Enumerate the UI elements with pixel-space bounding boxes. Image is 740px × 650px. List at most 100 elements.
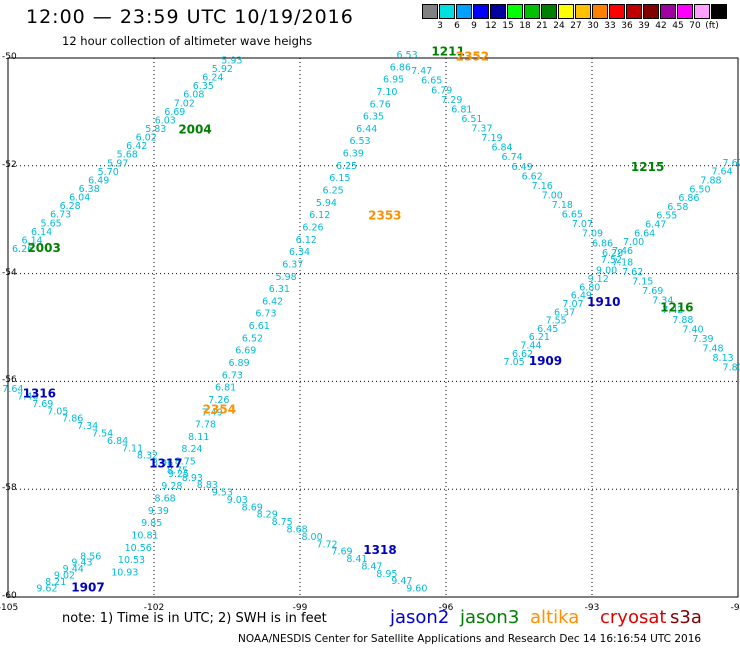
lat-tick-label: -52 [2,159,17,170]
pass-time-label: 2353 [368,209,401,223]
legend-swatch [524,4,540,19]
wave-height-value: 6.28 [602,248,623,259]
wave-height-value: 7.19 [481,133,502,144]
wave-height-value: 8.96 [152,458,173,469]
pass-time-label: 1318 [363,543,396,557]
wave-height-value: 7.88 [700,175,721,186]
lon-tick-label: -90 [730,603,740,613]
legend-label: 36 [621,21,633,31]
wave-height-value: 6.53 [396,50,417,61]
wave-height-value: 7.47 [411,66,432,77]
wave-height-value: 5.94 [316,198,337,209]
wave-height-value: 6.80 [579,282,600,293]
satellite-name-s3a: s3a [670,607,702,628]
wave-height-value: 7.78 [195,420,216,431]
wave-height-value: 7.64 [711,167,732,178]
wave-height-value: 7.00 [542,190,563,201]
wave-height-value: 7.86 [62,414,83,425]
wave-height-value: 7.44 [520,341,541,352]
wave-height-value: 8.93 [182,473,203,484]
legend-swatch [677,4,693,19]
legend-swatch [507,4,523,19]
wave-height-value: 7.69 [642,286,663,297]
wave-height-value: 9.47 [391,576,412,587]
wave-height-value: 6.73 [255,309,276,320]
wave-height-value: 9.03 [227,495,248,506]
wave-height-value: 6.64 [634,228,655,239]
track-jason2-descending: 7.647.467.697.057.867.347.546.847.118.32… [2,384,427,594]
wave-height-value: 6.31 [269,284,290,295]
wave-height-value: 6.49 [512,162,533,173]
wave-height-value: 7.62 [622,267,643,278]
pass-time-label: 1216 [660,300,693,314]
legend-label: 21 [536,21,548,31]
legend-label: (ft) [705,21,719,31]
wave-height-value: 7.46 [612,246,633,257]
wave-height-value: 8.68 [287,525,308,536]
legend-swatch [575,4,591,19]
wave-height-value: 9.39 [148,506,169,517]
lon-tick-label: -96 [438,603,454,613]
wave-height-value: 7.34 [652,296,673,307]
pass-time-label: 1317 [149,457,182,471]
wave-height-value: 9.85 [141,518,162,529]
wave-height-value: 7.07 [562,299,583,310]
track-jason2-ascending: 7.056.627.446.216.457.556.377.076.496.80… [504,266,618,369]
wave-height-value: 8.00 [301,532,322,543]
wave-height-value: 7.52 [601,255,622,266]
legend-label: 24 [553,21,565,31]
legend-swatch [592,4,608,19]
legend-swatch [711,4,727,19]
wave-height-value: 6.25 [323,186,344,197]
wave-height-value: 6.50 [689,184,710,195]
wave-height-value: 5.70 [98,167,119,178]
legend-swatch [643,4,659,19]
wave-height-value: 6.53 [349,136,370,147]
wave-height-value: 5.68 [117,150,138,161]
wave-height-value: 7.11 [122,443,143,454]
lat-tick-label: -60 [2,591,17,601]
wave-height-value: 6.37 [282,259,303,270]
wave-height-value: 8.21 [45,577,66,588]
wave-height-value: 6.42 [262,296,283,307]
legend-label: 45 [672,21,684,31]
wave-height-value: 6.61 [249,321,270,332]
wave-height-value: 8.24 [181,444,202,455]
track-jason3-ascending-east: 7.527.467.006.646.476.556.586.866.507.88… [601,158,740,266]
wave-height-value: 6.52 [242,333,263,344]
wave-height-value: 6.35 [193,81,214,92]
wave-height-value: 6.49 [571,291,592,302]
wave-height-value: 6.37 [554,307,575,318]
wave-height-value: 9.02 [54,571,75,582]
track-jason3-descending-east: 7.476.656.797.296.816.517.377.196.846.74… [411,66,740,373]
wave-height-value: 6.44 [356,124,377,135]
wave-height-value: 6.21 [529,332,550,343]
wave-height-value: 7.05 [504,357,525,368]
wave-height-value: 6.08 [183,90,204,101]
wave-height-value: 6.89 [228,358,249,369]
pass-time-label: 1316 [23,387,56,401]
legend-swatch [541,4,557,19]
wave-height-value: 6.81 [451,104,472,115]
wave-height-value: 6.15 [329,173,350,184]
wave-height-value: 6.49 [88,175,109,186]
wave-height-value: 7.29 [441,95,462,106]
wave-height-value: 7.37 [471,124,492,135]
wave-height-value: 6.34 [289,247,310,258]
wave-height-value: 6.84 [107,436,128,447]
wave-height-value: 8.29 [257,510,278,521]
wave-height-value: 6.81 [215,383,236,394]
wave-height-value: 7.34 [77,421,98,432]
wave-height-value: 8.69 [242,502,263,513]
legend-swatch [456,4,472,19]
wave-height-value: 7.81 [723,363,740,374]
wave-height-value: 7.54 [92,428,113,439]
track-jason3-ascending-west: 6.266.146.145.656.736.286.046.386.495.70… [12,55,242,255]
wave-height-value: 5.93 [221,55,242,66]
wave-height-value: 7.69 [331,547,352,558]
legend-label: 6 [454,21,460,31]
wave-height-value: 6.35 [363,112,384,123]
legend-label: 3 [437,21,443,31]
wave-height-value: 6.86 [390,62,411,73]
